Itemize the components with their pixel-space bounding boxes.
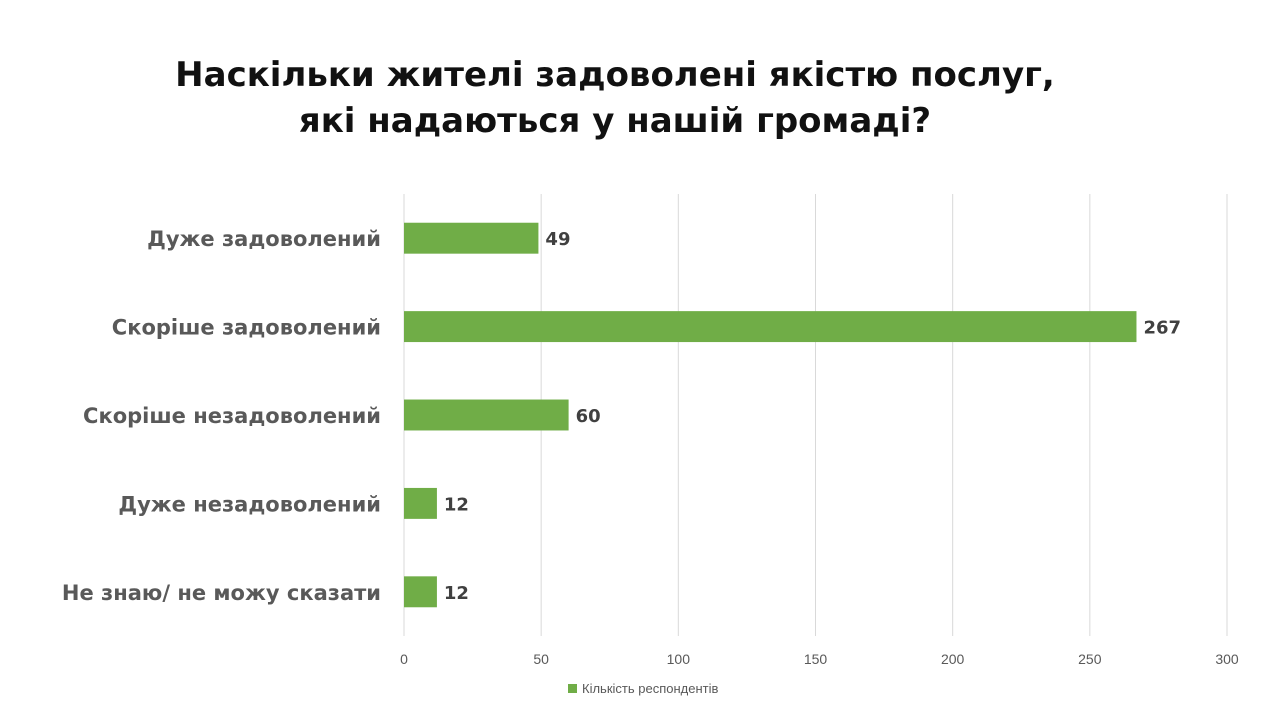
legend-item: Кількість респондентів [568, 681, 718, 696]
legend: Кількість респондентів [0, 681, 1280, 699]
x-tick-label-150: 150 [804, 651, 828, 667]
bar-1 [404, 311, 1137, 343]
bar-2 [404, 399, 569, 431]
gridlines [403, 194, 1228, 636]
bar-4 [404, 576, 437, 608]
legend-swatch [568, 684, 577, 693]
category-label-3: Дуже незадоволений [118, 492, 381, 516]
category-label-4: Не знаю/ не можу сказати [62, 581, 381, 605]
bar-3 [404, 487, 437, 519]
value-label-4: 12 [444, 583, 469, 604]
value-labels: 49 267 60 12 12 [444, 229, 1181, 604]
bar-0 [404, 222, 539, 254]
category-label-2: Скоріше незадоволений [83, 404, 381, 428]
value-label-1: 267 [1143, 318, 1181, 339]
x-axis-tick-labels: 0 50 100 150 200 250 300 [400, 651, 1239, 667]
bars [404, 222, 1137, 608]
value-label-3: 12 [444, 494, 469, 515]
chart-title-line-2: які надаються у нашій громаді? [298, 101, 932, 141]
x-tick-label-200: 200 [941, 651, 965, 667]
x-tick-label-250: 250 [1078, 651, 1102, 667]
x-tick-label-300: 300 [1215, 651, 1239, 667]
value-label-0: 49 [545, 229, 570, 250]
x-tick-label-0: 0 [400, 651, 408, 667]
value-label-2: 60 [576, 406, 601, 427]
x-tick-label-50: 50 [533, 651, 549, 667]
chart-title-line-1: Наскільки жителі задоволені якістю послу… [175, 55, 1055, 95]
legend-label: Кількість респондентів [582, 681, 719, 696]
x-tick-label-100: 100 [667, 651, 691, 667]
category-label-0: Дуже задоволений [147, 227, 381, 251]
chart-title: Наскільки жителі задоволені якістю послу… [0, 52, 1230, 144]
category-label-1: Скоріше задоволений [112, 316, 381, 340]
category-labels: Дуже задоволений Скоріше задоволений Скорі… [62, 227, 381, 605]
